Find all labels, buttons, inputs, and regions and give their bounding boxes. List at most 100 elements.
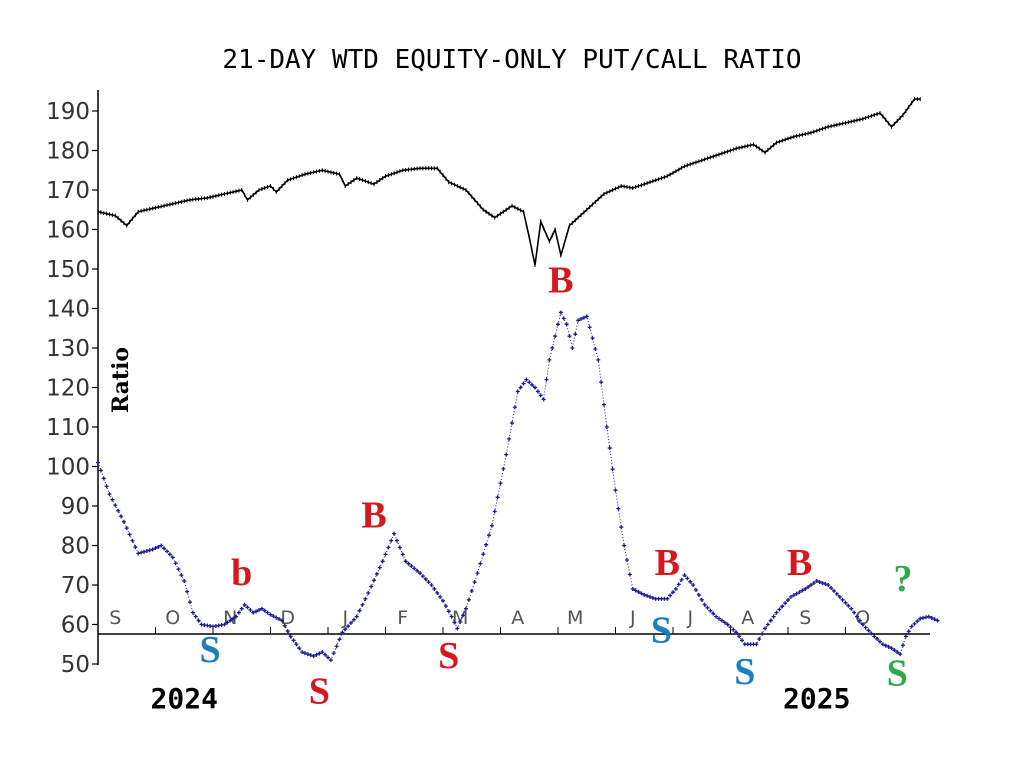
ratio-point xyxy=(834,591,839,596)
ratio-point xyxy=(130,538,135,543)
ratio-point xyxy=(558,310,563,315)
y-axis-label: Ratio xyxy=(108,347,134,413)
ratio-point xyxy=(446,609,451,614)
ratio-point xyxy=(400,552,405,557)
ratio-point xyxy=(297,646,302,651)
ratio-point xyxy=(852,610,857,615)
ratio-point xyxy=(929,615,934,620)
y-tick-label: 170 xyxy=(46,178,90,204)
ratio-point xyxy=(576,318,581,323)
month-label: A xyxy=(741,607,754,629)
ratio-point xyxy=(389,538,394,543)
ratio-point xyxy=(702,602,707,607)
ratio-point xyxy=(495,495,500,500)
signal-label: S xyxy=(887,653,908,695)
ratio-point xyxy=(547,357,552,362)
chart-title: 21-DAY WTD EQUITY-ONLY PUT/CALL RATIO xyxy=(222,45,801,75)
ratio-point xyxy=(374,571,379,576)
signal-label: S xyxy=(309,671,330,713)
y-tick-label: 120 xyxy=(46,376,90,402)
month-label: S xyxy=(109,607,121,629)
ratio-point xyxy=(699,597,704,602)
ratio-point xyxy=(420,574,425,579)
ratio-point xyxy=(550,346,555,350)
ratio-point xyxy=(696,592,701,597)
ratio-point xyxy=(512,405,517,410)
ratio-point xyxy=(581,315,586,320)
ratio-point xyxy=(765,622,770,627)
ratio-point xyxy=(372,578,376,583)
ratio-point xyxy=(650,595,655,600)
ratio-point xyxy=(481,552,486,557)
ratio-point xyxy=(625,557,629,562)
y-tick-label: 160 xyxy=(46,218,90,244)
ratio-point xyxy=(671,590,675,595)
ratio-point xyxy=(530,382,535,387)
ratio-point xyxy=(107,492,112,497)
ratio-point xyxy=(515,389,520,394)
ratio-point xyxy=(121,519,126,524)
ratio-point xyxy=(282,623,287,628)
ratio-point xyxy=(409,564,414,569)
ratio-point xyxy=(257,608,261,613)
ratio-point xyxy=(423,577,428,582)
ratio-point xyxy=(334,644,339,649)
ratio-point xyxy=(110,497,115,502)
ratio-point xyxy=(840,597,845,602)
ratio-point xyxy=(645,593,650,598)
ratio-point xyxy=(639,591,644,596)
ratio-point xyxy=(150,547,155,552)
ratio-point xyxy=(236,610,241,615)
ratio-point xyxy=(740,638,744,643)
signal-label: S xyxy=(438,635,459,677)
y-tick-label: 80 xyxy=(61,534,90,560)
ratio-point xyxy=(418,571,422,576)
ratio-point xyxy=(924,615,928,620)
ratio-point xyxy=(737,634,742,639)
ratio-point xyxy=(734,630,739,635)
ratio-point xyxy=(464,606,468,611)
ratio-point xyxy=(314,652,319,657)
ratio-point xyxy=(771,614,776,619)
ratio-point xyxy=(475,571,480,576)
ratio-point xyxy=(619,525,624,530)
ratio-point xyxy=(340,630,345,635)
month-label: J xyxy=(629,607,636,629)
ratio-point xyxy=(524,377,529,382)
axes xyxy=(97,90,930,665)
ratio-point xyxy=(869,631,874,636)
ratio-point xyxy=(935,618,940,623)
ratio-point xyxy=(291,638,296,643)
ratio-point xyxy=(438,594,443,599)
ratio-point xyxy=(472,580,477,585)
y-axis-ticks: 50 60 70 80 90 100 110 120 130 140 150 160 170 180 190 xyxy=(46,99,98,678)
ratio-point xyxy=(96,460,100,465)
ratio-point xyxy=(763,626,767,631)
ratio-point xyxy=(553,334,558,339)
ratio-point xyxy=(328,658,333,663)
ratio-point xyxy=(406,561,411,566)
ratio-point xyxy=(573,332,578,337)
ratio-point xyxy=(397,545,402,550)
ratio-point xyxy=(510,421,514,426)
ratio-point xyxy=(245,605,250,610)
signal-label: ? xyxy=(894,558,913,600)
ratio-point xyxy=(182,579,187,584)
y-tick-label: 130 xyxy=(46,336,90,362)
ratio-point xyxy=(714,614,719,619)
ratio-point xyxy=(124,526,129,531)
ratio-point xyxy=(357,608,362,613)
signal-label: S xyxy=(651,609,672,651)
ratio-point xyxy=(458,619,463,624)
ratio-point xyxy=(909,624,914,629)
ratio-point xyxy=(593,346,598,351)
ratio-point xyxy=(694,587,698,592)
ratio-point xyxy=(294,642,299,647)
ratio-point xyxy=(492,509,497,514)
ratio-point xyxy=(412,566,417,571)
ratio-point xyxy=(912,621,917,626)
ratio-point xyxy=(584,314,589,319)
ratio-point xyxy=(679,577,684,582)
year-label: 2024 xyxy=(151,682,218,715)
